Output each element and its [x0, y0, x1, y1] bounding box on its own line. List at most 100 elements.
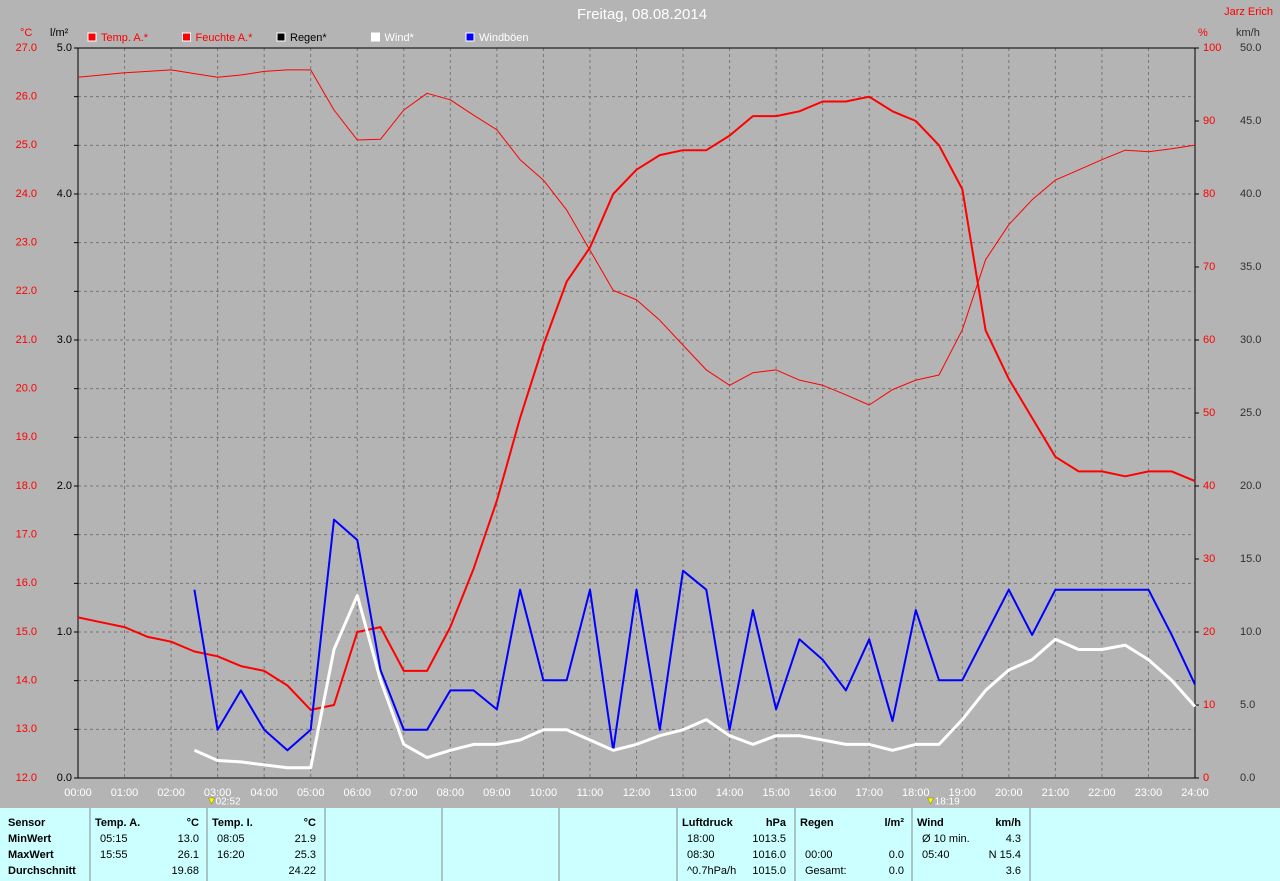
x-tick-label: 15:00	[762, 787, 790, 799]
x-tick-label: 24:00	[1181, 787, 1209, 799]
y-tick-label: 0.0	[1240, 772, 1255, 784]
legend-swatch	[276, 32, 286, 42]
corner-label: Jarz Erich	[1224, 6, 1273, 18]
column-title: Temp. I.	[212, 817, 253, 829]
stats-panel	[0, 808, 1280, 881]
axis-unit: km/h	[1236, 27, 1260, 39]
y-tick-label: 80	[1203, 188, 1215, 200]
column-title: Wind	[917, 817, 944, 829]
cell-time: 08:30	[687, 849, 715, 861]
legend-swatch	[371, 32, 380, 42]
cell-value: 0.0	[889, 849, 904, 861]
legend-swatch	[182, 32, 191, 42]
y-tick-label: 40	[1203, 480, 1215, 492]
legend-label: Windböen	[479, 32, 529, 44]
y-tick-label: 10	[1203, 699, 1215, 711]
background	[0, 0, 1280, 808]
annotation-marker	[927, 797, 935, 805]
x-tick-label: 08:00	[437, 787, 465, 799]
y-tick-label: 0	[1203, 772, 1209, 784]
axis-unit: °C	[20, 27, 32, 39]
x-tick-label: 02:00	[157, 787, 185, 799]
y-tick-label: 21.0	[16, 334, 37, 346]
row-label: Sensor	[8, 817, 46, 829]
cell-time: Gesamt:	[805, 865, 847, 877]
y-tick-label: 5.0	[57, 42, 72, 54]
y-tick-label: 5.0	[1240, 699, 1255, 711]
column-unit: hPa	[766, 817, 787, 829]
y-tick-label: 25.0	[1240, 407, 1261, 419]
column-title: Regen	[800, 817, 834, 829]
legend-label: Wind*	[385, 32, 415, 44]
y-tick-label: 22.0	[16, 285, 37, 297]
x-tick-label: 18:00	[902, 787, 930, 799]
cell-time: ^0.7hPa/h	[687, 865, 736, 877]
cell-value: 4.3	[1006, 833, 1021, 845]
x-tick-label: 04:00	[250, 787, 278, 799]
y-tick-label: 12.0	[16, 772, 37, 784]
y-tick-label: 20.0	[1240, 480, 1261, 492]
legend-label: Regen*	[290, 32, 327, 44]
y-tick-label: 3.0	[57, 334, 72, 346]
cell-value: N 15.4	[989, 849, 1021, 861]
cell-value: 1016.0	[752, 849, 786, 861]
y-tick-label: 45.0	[1240, 115, 1261, 127]
y-tick-label: 13.0	[16, 723, 37, 735]
x-tick-label: 22:00	[1088, 787, 1116, 799]
y-tick-label: 90	[1203, 115, 1215, 127]
column-title: Luftdruck	[682, 817, 734, 829]
legend-swatch	[87, 32, 97, 42]
y-tick-label: 23.0	[16, 237, 37, 249]
y-tick-label: 1.0	[57, 626, 72, 638]
cell-time: 18:00	[687, 833, 715, 845]
y-tick-label: 70	[1203, 261, 1215, 273]
y-tick-label: 14.0	[16, 675, 37, 687]
y-tick-label: 20.0	[16, 383, 37, 395]
x-tick-label: 10:00	[530, 787, 558, 799]
y-tick-label: 30.0	[1240, 334, 1261, 346]
x-tick-label: 06:00	[343, 787, 371, 799]
cell-value: 1015.0	[752, 865, 786, 877]
row-label: MaxWert	[8, 849, 54, 861]
y-tick-label: 4.0	[57, 188, 72, 200]
y-tick-label: 16.0	[16, 577, 37, 589]
y-tick-label: 2.0	[57, 480, 72, 492]
column-unit: km/h	[995, 817, 1021, 829]
x-tick-label: 11:00	[577, 787, 604, 799]
annotation-label: 02:52	[216, 797, 241, 808]
x-tick-label: 21:00	[1042, 787, 1070, 799]
cell-value: 24.22	[288, 865, 316, 877]
series-line	[193, 594, 1197, 770]
cell-time: 05:40	[922, 849, 950, 861]
row-label: MinWert	[8, 833, 52, 845]
legend-label: Feuchte A.*	[196, 32, 254, 44]
y-tick-label: 100	[1203, 42, 1221, 54]
y-tick-label: 10.0	[1240, 626, 1261, 638]
cell-value: 3.6	[1006, 865, 1021, 877]
x-tick-label: 17:00	[855, 787, 883, 799]
x-tick-label: 01:00	[111, 787, 139, 799]
cell-value: 25.3	[295, 849, 316, 861]
column-title: Temp. A.	[95, 817, 140, 829]
x-tick-label: 03:00	[204, 787, 232, 799]
y-tick-label: 15.0	[16, 626, 37, 638]
x-tick-label: 14:00	[716, 787, 744, 799]
y-tick-label: 19.0	[16, 431, 37, 443]
column-unit: l/m²	[884, 817, 904, 829]
column-unit: °C	[187, 817, 199, 829]
x-tick-label: 19:00	[949, 787, 977, 799]
cell-value: 21.9	[295, 833, 316, 845]
row-label: Durchschnitt	[8, 865, 76, 877]
cell-value: 0.0	[889, 865, 904, 877]
y-tick-label: 20	[1203, 626, 1215, 638]
column-unit: °C	[304, 817, 316, 829]
axis-unit: l/m²	[50, 27, 69, 39]
annotation-label: 18:19	[935, 797, 960, 808]
series-line	[77, 95, 1196, 711]
cell-time: Ø 10 min.	[922, 833, 970, 845]
y-tick-label: 27.0	[16, 42, 37, 54]
cell-time: 05:15	[100, 833, 128, 845]
y-tick-label: 24.0	[16, 188, 37, 200]
cell-time: 15:55	[100, 849, 128, 861]
cell-value: 1013.5	[752, 833, 786, 845]
